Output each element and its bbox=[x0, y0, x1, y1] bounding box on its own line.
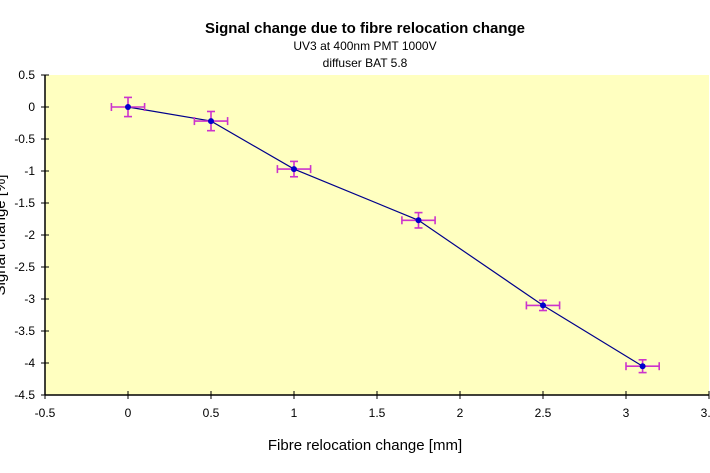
data-point bbox=[125, 104, 131, 110]
y-tick-label: 0.5 bbox=[18, 68, 35, 82]
chart-title: Signal change due to fibre relocation ch… bbox=[205, 20, 525, 37]
x-tick-label: 0 bbox=[125, 406, 132, 420]
data-point bbox=[540, 302, 546, 309]
y-tick-label: -3.5 bbox=[14, 324, 35, 338]
x-tick-label: 1.5 bbox=[369, 406, 386, 420]
x-tick-label: 1 bbox=[291, 406, 298, 420]
data-point bbox=[291, 166, 297, 173]
data-point bbox=[415, 217, 422, 224]
x-tick-label: 3 bbox=[623, 406, 630, 420]
y-tick-label: -0.5 bbox=[14, 132, 35, 146]
x-tick-label: 2 bbox=[457, 406, 464, 420]
y-tick-label: -1.5 bbox=[14, 196, 35, 210]
data-point bbox=[639, 363, 646, 370]
y-tick-label: 0 bbox=[28, 100, 35, 114]
y-tick-label: -3 bbox=[24, 292, 35, 306]
y-tick-label: -4.5 bbox=[14, 388, 35, 402]
y-tick-label: -2 bbox=[24, 228, 35, 242]
plot-area bbox=[45, 75, 709, 395]
series-line bbox=[127, 106, 643, 367]
y-tick-label: -4 bbox=[24, 356, 35, 370]
x-tick-label: -0.5 bbox=[35, 406, 56, 420]
chart-subtitle-2: diffuser BAT 5.8 bbox=[323, 56, 408, 70]
x-tick-label: 0.5 bbox=[203, 406, 220, 420]
y-axis-label: Signal change [%] bbox=[0, 175, 9, 296]
y-tick-label: -2.5 bbox=[14, 260, 35, 274]
y-tick-label: -1 bbox=[24, 164, 35, 178]
data-point bbox=[208, 118, 214, 125]
x-axis-label: Fibre relocation change [mm] bbox=[268, 437, 462, 454]
chart-subtitle-1: UV3 at 400nm PMT 1000V bbox=[293, 39, 436, 53]
x-tick-label: 2.5 bbox=[535, 406, 552, 420]
x-tick-label: 3.5 bbox=[701, 406, 710, 420]
